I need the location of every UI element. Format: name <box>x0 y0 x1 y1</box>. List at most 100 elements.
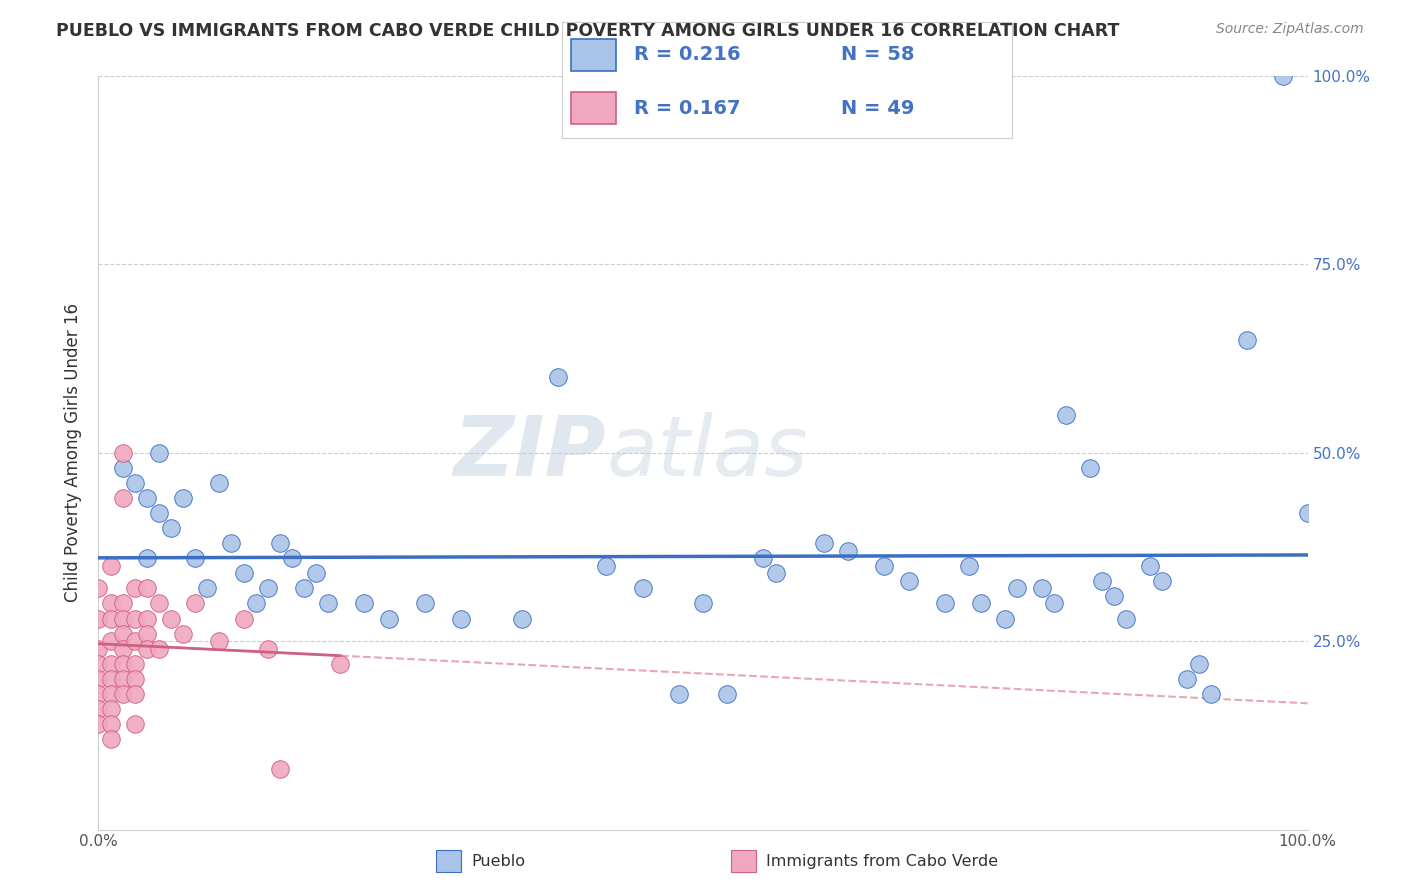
Point <box>377 611 399 625</box>
Text: R = 0.216: R = 0.216 <box>634 45 741 64</box>
Point <box>281 551 304 566</box>
Point <box>87 657 110 671</box>
Text: atlas: atlas <box>606 412 808 493</box>
Point <box>100 596 122 610</box>
FancyBboxPatch shape <box>571 38 616 71</box>
Point <box>668 687 690 701</box>
Point <box>87 717 110 731</box>
Point <box>813 536 835 550</box>
Text: Pueblo: Pueblo <box>471 854 524 869</box>
Point <box>208 634 231 648</box>
Point <box>100 634 122 648</box>
Point <box>1296 506 1319 520</box>
Point <box>1152 574 1174 588</box>
Point <box>100 672 122 686</box>
Point <box>148 596 170 610</box>
Point <box>111 672 134 686</box>
Point <box>934 596 956 610</box>
Point <box>135 491 157 505</box>
Point <box>970 596 993 610</box>
Point <box>547 370 569 384</box>
Text: Source: ZipAtlas.com: Source: ZipAtlas.com <box>1216 22 1364 37</box>
Point <box>160 521 183 535</box>
Point <box>305 566 328 581</box>
Point <box>87 672 110 686</box>
Point <box>184 596 207 610</box>
Point <box>1031 582 1053 596</box>
Point <box>232 611 254 625</box>
Point <box>100 657 122 671</box>
Point <box>631 582 654 596</box>
Y-axis label: Child Poverty Among Girls Under 16: Child Poverty Among Girls Under 16 <box>65 303 83 602</box>
Point <box>100 687 122 701</box>
Point <box>111 657 134 671</box>
Point <box>595 558 617 573</box>
Point <box>692 596 714 610</box>
Point <box>1091 574 1114 588</box>
FancyBboxPatch shape <box>571 92 616 124</box>
Point <box>256 582 278 596</box>
Point <box>1007 582 1029 596</box>
Point <box>208 475 231 490</box>
Point <box>135 582 157 596</box>
Point <box>765 566 787 581</box>
Point <box>1054 408 1077 422</box>
Point <box>111 687 134 701</box>
Point <box>195 582 218 596</box>
Point <box>1139 558 1161 573</box>
Point <box>256 641 278 656</box>
Point <box>111 596 134 610</box>
Point <box>1042 596 1064 610</box>
Point <box>292 582 315 596</box>
Point <box>111 491 134 505</box>
Point <box>100 702 122 716</box>
Text: ZIP: ZIP <box>454 412 606 493</box>
Point <box>873 558 896 573</box>
Point <box>1236 333 1258 347</box>
Point <box>1188 657 1211 671</box>
Point <box>1199 687 1222 701</box>
Text: R = 0.167: R = 0.167 <box>634 99 741 118</box>
Point <box>87 702 110 716</box>
Point <box>111 460 134 475</box>
Point <box>184 551 207 566</box>
Point <box>450 611 472 625</box>
Point <box>221 536 243 550</box>
Text: N = 49: N = 49 <box>841 99 915 118</box>
Point <box>124 634 146 648</box>
Text: PUEBLO VS IMMIGRANTS FROM CABO VERDE CHILD POVERTY AMONG GIRLS UNDER 16 CORRELAT: PUEBLO VS IMMIGRANTS FROM CABO VERDE CHI… <box>56 22 1119 40</box>
Point <box>135 626 157 640</box>
Point <box>957 558 980 573</box>
Point <box>1272 69 1295 83</box>
Point <box>124 687 146 701</box>
Point <box>329 657 352 671</box>
Point <box>111 611 134 625</box>
Point <box>994 611 1017 625</box>
Point <box>124 717 146 731</box>
Point <box>111 641 134 656</box>
Point <box>148 506 170 520</box>
Point <box>100 732 122 747</box>
Point <box>148 641 170 656</box>
Point <box>752 551 775 566</box>
Text: N = 58: N = 58 <box>841 45 915 64</box>
Point <box>245 596 267 610</box>
Point <box>124 582 146 596</box>
Point <box>111 626 134 640</box>
Point <box>1078 460 1101 475</box>
Point <box>124 611 146 625</box>
Point <box>148 445 170 460</box>
Point <box>172 626 194 640</box>
Point <box>1115 611 1137 625</box>
Point <box>135 641 157 656</box>
Point <box>100 717 122 731</box>
Point <box>87 582 110 596</box>
Point <box>87 641 110 656</box>
Point <box>413 596 436 610</box>
Point <box>111 445 134 460</box>
Point <box>87 687 110 701</box>
Point <box>124 475 146 490</box>
Point <box>124 672 146 686</box>
Point <box>353 596 375 610</box>
Point <box>135 551 157 566</box>
